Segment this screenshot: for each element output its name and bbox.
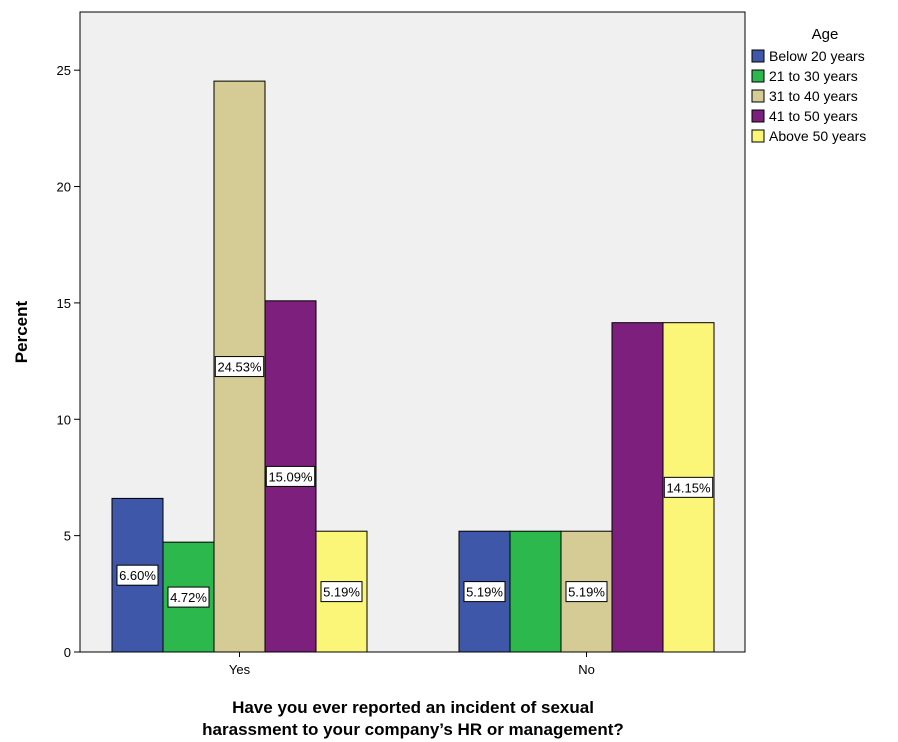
data-label: 6.60% <box>119 568 156 583</box>
data-label-box <box>565 581 608 603</box>
legend-entry: 21 to 30 years <box>769 68 858 84</box>
legend-swatch <box>751 69 765 83</box>
x-axis: Yes No <box>229 652 595 677</box>
data-label: 5.19% <box>323 585 360 600</box>
y-axis-label: Percent <box>12 300 31 363</box>
data-label: 4.72% <box>170 590 207 605</box>
y-tick-label: 15 <box>57 296 71 311</box>
bars <box>111 80 715 653</box>
bar <box>611 322 664 653</box>
y-tick-label: 10 <box>57 412 71 427</box>
legend-swatch <box>751 109 765 123</box>
data-label-box <box>116 564 159 586</box>
x-tick-label: No <box>578 662 595 677</box>
data-label-box <box>265 465 316 487</box>
legend-entry: Above 50 years <box>769 128 866 144</box>
data-label-box <box>320 581 363 603</box>
data-label: 5.19% <box>568 585 605 600</box>
x-axis-label-line-1: Have you ever reported an incident of se… <box>232 698 594 717</box>
data-label: 5.19% <box>466 585 503 600</box>
y-tick-label: 0 <box>64 645 71 660</box>
y-tick-label: 5 <box>64 529 71 544</box>
data-label-box <box>167 586 210 608</box>
legend-title: Age <box>812 26 839 43</box>
data-labels: 6.60% 4.72% 24.53% 15.09% 5.19% 5.19% 5.19% 14.… <box>116 356 714 608</box>
legend-swatch <box>751 49 765 63</box>
data-label-box <box>214 356 265 378</box>
y-axis: 0 5 10 15 20 25 <box>57 63 80 660</box>
bar <box>509 530 562 653</box>
x-axis-label-line-2: harassment to your company’s HR or manag… <box>202 720 624 739</box>
legend-entry: Below 20 years <box>769 48 865 64</box>
y-tick-label: 25 <box>57 63 71 78</box>
legend-entry: 31 to 40 years <box>769 88 858 104</box>
legend: Age Below 20 years 21 to 30 years 31 to 40… <box>751 26 866 144</box>
legend-swatch <box>751 89 765 103</box>
data-label: 15.09% <box>268 469 313 484</box>
data-label-box <box>663 476 714 498</box>
y-tick-label: 20 <box>57 180 71 195</box>
legend-swatch <box>751 129 765 143</box>
data-label: 14.15% <box>666 480 711 495</box>
legend-entry: 41 to 50 years <box>769 108 858 124</box>
data-label: 24.53% <box>217 360 262 375</box>
data-label-box <box>463 581 506 603</box>
x-tick-label: Yes <box>229 662 251 677</box>
